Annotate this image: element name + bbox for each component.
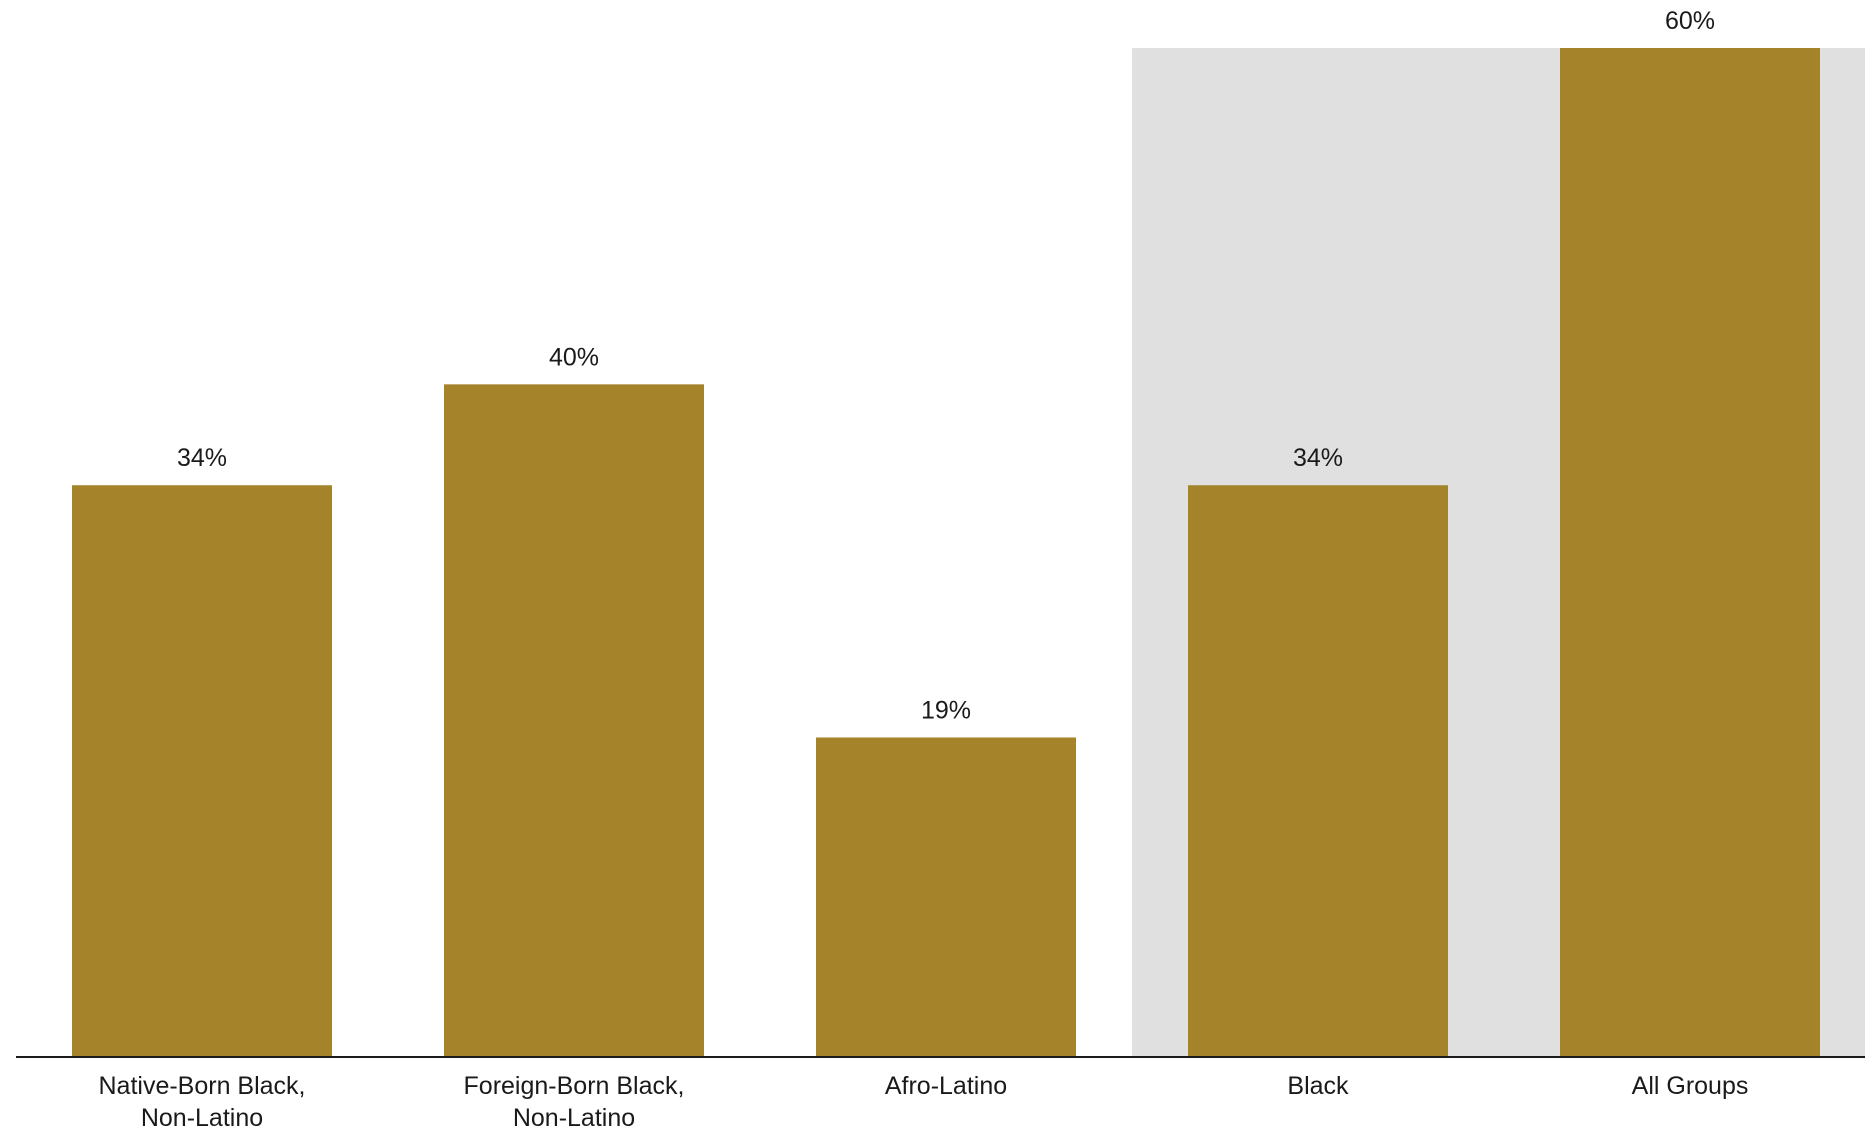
- category-label-afro-latino: Afro-Latino: [885, 1072, 1007, 1100]
- category-labels-group: Native-Born Black, Non-Latino Foreign-Born…: [98, 1072, 1748, 1131]
- value-label-afro-latino: 19%: [921, 696, 971, 724]
- value-labels-group: 34% 40% 19% 34% 60%: [177, 7, 1715, 724]
- value-label-all-groups: 60%: [1665, 7, 1715, 35]
- category-label-all-groups: All Groups: [1632, 1072, 1749, 1100]
- bar-foreign-born-black-non-latino: [444, 384, 704, 1057]
- category-label-black: Black: [1287, 1072, 1349, 1100]
- value-label-black: 34%: [1293, 444, 1343, 472]
- bars-group: [72, 48, 1820, 1057]
- bar-native-born-black-non-latino: [72, 485, 332, 1057]
- category-label-native-born-black-non-latino: Native-Born Black, Non-Latino: [98, 1072, 305, 1131]
- bar-black: [1188, 485, 1448, 1057]
- value-label-foreign-born-black-non-latino: 40%: [549, 343, 599, 371]
- value-label-native-born-black-non-latino: 34%: [177, 444, 227, 472]
- bar-all-groups: [1560, 48, 1820, 1057]
- bar-afro-latino: [816, 737, 1076, 1057]
- category-label-foreign-born-black-non-latino: Foreign-Born Black, Non-Latino: [464, 1072, 685, 1131]
